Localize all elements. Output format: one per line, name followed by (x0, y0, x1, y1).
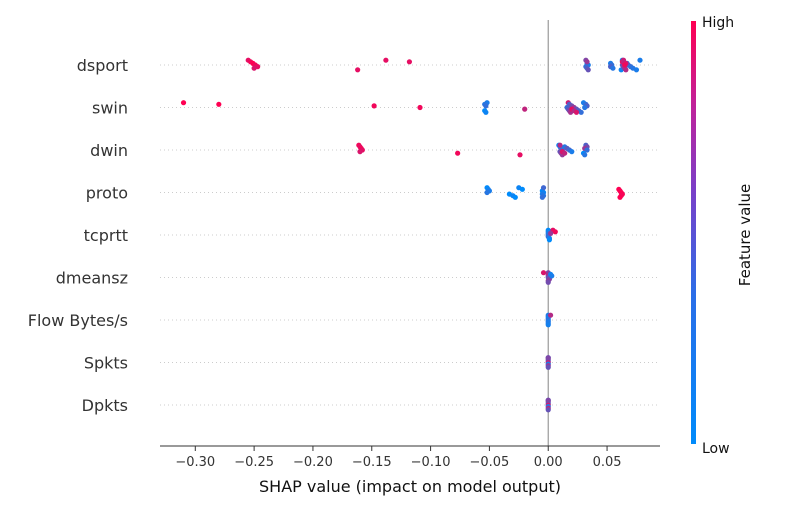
x-axis-title: SHAP value (impact on model output) (259, 477, 561, 496)
feature-label: dsport (77, 56, 128, 75)
shap-point (216, 101, 222, 107)
shap-point (545, 407, 551, 413)
shap-point (417, 104, 423, 111)
colorbar-title: Feature value (736, 184, 754, 286)
shap-point (545, 355, 551, 361)
feature-label: swin (92, 99, 128, 118)
colorbar (691, 21, 696, 444)
shap-point (539, 194, 545, 200)
shap-point (522, 106, 528, 112)
x-tick-label: −0.10 (411, 455, 451, 470)
shap-point (637, 57, 643, 63)
shap-point (483, 109, 489, 115)
shap-point (584, 147, 590, 153)
shap-point (357, 149, 363, 155)
shap-point (573, 109, 580, 115)
shap-point (549, 273, 555, 279)
shap-point (557, 142, 563, 148)
shap-point (633, 67, 640, 73)
row-guide-lines (160, 64, 660, 406)
shap-point (383, 57, 389, 63)
colorbar-low-label: Low (702, 441, 730, 457)
shap-point (569, 149, 575, 155)
shap-point (371, 103, 377, 109)
shap-point (355, 67, 361, 73)
shap-point (180, 100, 187, 106)
feature-label: proto (86, 184, 128, 203)
shap-point (545, 397, 551, 403)
feature-label: Flow Bytes/s (28, 311, 128, 330)
shap-point (584, 59, 590, 65)
feature-label: dmeansz (56, 269, 128, 288)
feature-label: tcprtt (84, 226, 128, 245)
colorbar-high-label: High (702, 15, 734, 31)
shap-point (546, 237, 553, 243)
feature-label: Spkts (84, 354, 128, 373)
shap-point (484, 189, 490, 196)
x-tick-label: −0.20 (293, 455, 333, 470)
x-tick-label: −0.25 (234, 455, 274, 470)
shap-point (540, 185, 547, 191)
x-tick-label: 0.00 (534, 455, 563, 470)
shap-point (562, 150, 568, 156)
feature-label: Dpkts (82, 396, 128, 415)
shap-point (545, 364, 551, 370)
x-tick-label: −0.30 (175, 455, 215, 470)
shap-point (483, 103, 489, 109)
feature-labels: dsport swin dwin proto tcprtt dmeansz Flow Byt… (28, 56, 128, 415)
shap-point (622, 62, 628, 68)
shap-points (180, 57, 643, 413)
shap-point (545, 279, 551, 285)
shap-point (617, 194, 623, 200)
shap-point (547, 312, 554, 318)
shap-point (455, 150, 461, 156)
feature-label: dwin (90, 141, 128, 160)
shap-point (552, 229, 558, 235)
shap-point (517, 152, 523, 158)
shap-point (512, 194, 518, 200)
shap-point (582, 104, 588, 111)
shap-point (519, 186, 525, 192)
shap-point (545, 322, 551, 328)
shap-point (610, 65, 616, 71)
shap-point (547, 230, 554, 236)
x-tick-label: −0.05 (469, 455, 509, 470)
shap-point (578, 109, 584, 115)
x-tick-label: 0.05 (593, 455, 622, 470)
x-tick-label: −0.15 (352, 455, 392, 470)
shap-point (623, 67, 629, 73)
shap-point (540, 270, 547, 276)
shap-point (406, 59, 413, 65)
shap-point (251, 65, 257, 71)
x-ticks: −0.30 −0.25 −0.20 −0.15 −0.10 −0.05 0.00 0.05 (175, 446, 622, 470)
shap-point (585, 67, 591, 73)
shap-point (582, 152, 588, 158)
